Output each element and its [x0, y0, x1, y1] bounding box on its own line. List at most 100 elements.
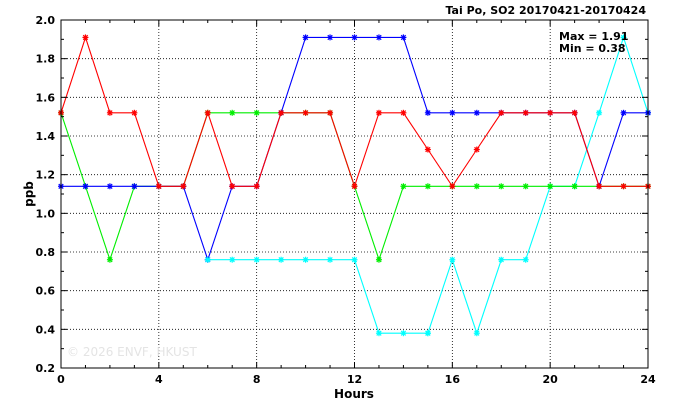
data-point-marker [498, 109, 505, 116]
marker-stroke [400, 330, 407, 336]
marker-stroke [376, 110, 382, 116]
data-point-marker [547, 109, 554, 116]
data-point-marker [498, 256, 505, 263]
y-tick-label: 0.2 [36, 362, 56, 375]
data-point-marker [596, 109, 603, 116]
data-point-marker [253, 109, 260, 116]
data-point-marker [229, 109, 236, 116]
data-point-marker [253, 256, 260, 263]
data-point-marker [400, 34, 407, 41]
data-point-marker [278, 256, 285, 263]
x-tick-label: 16 [445, 373, 461, 386]
marker-stroke [474, 146, 480, 153]
data-point-marker [547, 183, 554, 190]
data-point-marker [449, 109, 456, 116]
marker-stroke [278, 110, 284, 116]
marker-stroke [400, 110, 407, 116]
marker-stroke [523, 110, 529, 116]
data-point-marker [375, 34, 382, 41]
chart-title: Tai Po, SO2 20170421-20170424 [445, 4, 646, 17]
x-tick-label: 20 [543, 373, 559, 386]
marker-stroke [253, 110, 260, 116]
axis-ticks: 0 4 8 12 16 20 24 0.2 0.4 0.6 0.8 1.0 1.2 1.4 1.6 1.8 2.… [36, 14, 656, 386]
y-tick-label: 1.6 [36, 91, 56, 104]
marker-stroke [425, 330, 431, 336]
marker-stroke [620, 34, 627, 41]
marker-stroke [449, 183, 456, 189]
series-3 [204, 256, 431, 337]
marker-stroke [253, 257, 260, 263]
data-point-marker [204, 256, 211, 263]
data-point-marker [229, 183, 236, 190]
data-point-marker [106, 183, 113, 190]
marker-stroke [205, 110, 211, 116]
data-point-marker [229, 256, 236, 263]
data-point-marker [596, 183, 603, 190]
marker-stroke [523, 183, 529, 189]
data-point-marker [327, 34, 334, 41]
data-point-marker [449, 256, 456, 263]
x-tick-label: 0 [57, 373, 65, 386]
data-point-marker [620, 34, 627, 41]
marker-stroke [425, 183, 431, 189]
data-point-marker [375, 256, 382, 263]
marker-stroke [82, 34, 89, 41]
y-tick-label: 2.0 [36, 14, 56, 27]
marker-stroke [474, 183, 480, 189]
marker-stroke [596, 183, 602, 189]
data-point-marker [106, 109, 113, 116]
data-point-marker [522, 256, 529, 263]
marker-stroke [376, 34, 382, 41]
marker-stroke [571, 110, 578, 116]
marker-stroke [474, 110, 480, 116]
max-value-label: Max = 1.91 [559, 30, 628, 43]
y-tick-label: 1.4 [36, 130, 56, 143]
marker-stroke [229, 257, 235, 263]
x-tick-label: 4 [155, 373, 163, 386]
data-point-marker [473, 330, 480, 337]
marker-stroke [107, 183, 113, 189]
data-point-marker [131, 183, 138, 190]
marker-stroke [547, 110, 553, 116]
data-point-marker [424, 109, 431, 116]
marker-stroke [449, 257, 456, 263]
marker-stroke [376, 257, 382, 263]
marker-stroke [400, 183, 407, 189]
data-point-marker [351, 183, 358, 190]
data-point-marker [180, 183, 187, 190]
data-point-marker [82, 34, 89, 41]
data-point-marker [302, 109, 309, 116]
marker-stroke [229, 110, 235, 116]
watermark: © 2026 ENVF, HKUST [67, 345, 197, 359]
marker-stroke [327, 257, 333, 263]
data-point-marker [571, 183, 578, 190]
marker-stroke [107, 257, 113, 263]
data-point-marker [424, 330, 431, 337]
data-point-marker [82, 183, 89, 190]
marker-stroke [302, 257, 309, 263]
data-point-marker [400, 330, 407, 337]
marker-stroke [131, 183, 138, 189]
marker-stroke [571, 183, 578, 189]
series-line [427, 35, 649, 335]
y-tick-label: 1.0 [36, 207, 56, 220]
marker-stroke [82, 183, 89, 189]
marker-stroke [620, 183, 627, 189]
data-point-marker [620, 109, 627, 116]
data-point-marker [571, 109, 578, 116]
data-point-marker [131, 109, 138, 116]
marker-stroke [131, 110, 138, 116]
marker-stroke [376, 330, 382, 336]
data-point-marker [327, 109, 334, 116]
data-point-marker [424, 146, 431, 153]
y-tick-label: 0.8 [36, 246, 56, 259]
x-tick-label: 8 [253, 373, 261, 386]
data-point-marker [400, 183, 407, 190]
data-point-marker [375, 330, 382, 337]
data-point-marker [620, 183, 627, 190]
marker-stroke [302, 34, 309, 41]
marker-stroke [425, 110, 431, 116]
data-point-marker [473, 109, 480, 116]
